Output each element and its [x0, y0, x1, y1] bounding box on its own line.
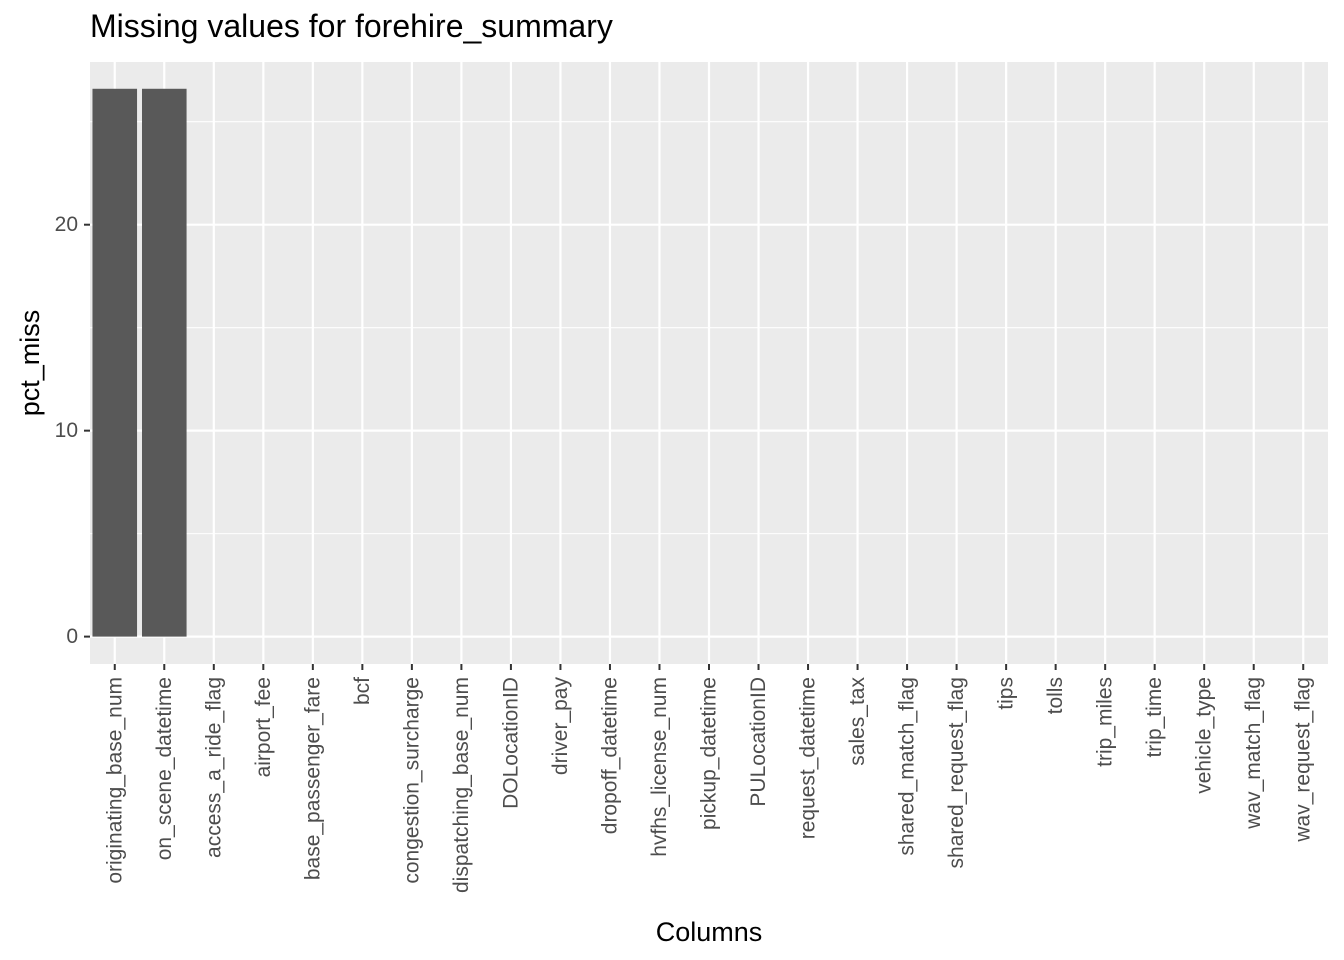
- y-axis-label: pct_miss: [15, 310, 45, 417]
- x-tick-label: tips: [995, 677, 1018, 710]
- x-tick-label: sales_tax: [846, 677, 869, 766]
- y-tick-label: 10: [55, 419, 78, 442]
- x-tick-label: tolls: [1044, 677, 1067, 714]
- x-tick-label: congestion_surcharge: [400, 677, 423, 884]
- x-tick-label: bcf: [351, 677, 374, 705]
- x-tick-label: originating_base_num: [103, 677, 126, 884]
- x-tick-label: driver_pay: [549, 677, 572, 776]
- y-tick-label: 20: [55, 213, 78, 236]
- x-tick-label: PULocationID: [747, 677, 770, 807]
- x-tick-label: vehicle_type: [1193, 677, 1216, 794]
- x-tick-label: shared_match_flag: [896, 677, 919, 856]
- x-tick-label: request_datetime: [797, 677, 820, 839]
- x-tick-label: dropoff_datetime: [598, 677, 621, 834]
- x-axis: originating_base_num on_scene_datetime acc…: [103, 664, 1315, 893]
- x-tick-label: DOLocationID: [499, 677, 522, 809]
- x-tick-label: trip_time: [1143, 677, 1166, 758]
- x-tick-label: hvfhs_license_num: [648, 677, 671, 857]
- x-tick-label: base_passenger_fare: [301, 677, 324, 880]
- x-tick-label: wav_match_flag: [1242, 677, 1265, 830]
- x-tick-label: access_a_ride_flag: [202, 677, 225, 858]
- chart-title: Missing values for forehire_summary: [90, 8, 613, 44]
- x-tick-label: shared_request_flag: [945, 677, 968, 868]
- x-tick-label: wav_request_flag: [1292, 677, 1315, 843]
- bar-on_scene_datetime: [141, 88, 187, 637]
- x-tick-label: dispatching_base_num: [450, 677, 473, 893]
- y-tick-label: 0: [66, 625, 78, 648]
- bar-originating_base_num: [92, 88, 138, 637]
- y-axis: 0 10 20: [55, 213, 90, 648]
- bars: [92, 88, 187, 637]
- x-tick-label: on_scene_datetime: [153, 677, 176, 860]
- x-axis-label: Columns: [656, 917, 763, 947]
- x-tick-label: trip_miles: [1094, 677, 1117, 767]
- x-tick-label: pickup_datetime: [698, 677, 721, 830]
- x-tick-label: airport_fee: [252, 677, 275, 777]
